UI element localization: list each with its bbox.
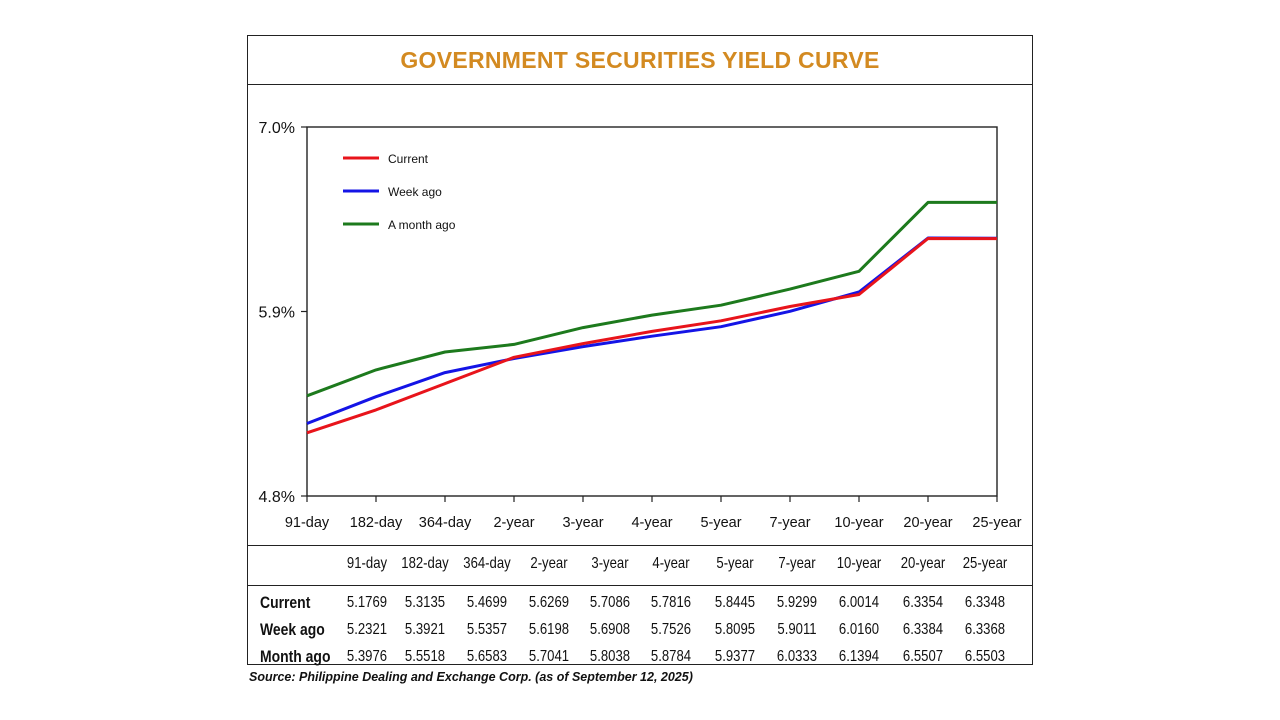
table-cell: 5.3921: [404, 621, 446, 638]
table-cell: 5.9011: [777, 621, 817, 638]
x-tick-label: 10-year: [834, 515, 883, 531]
x-tick-label: 20-year: [903, 515, 952, 531]
table-cell: 5.6583: [466, 648, 508, 665]
table-cell: 6.5503: [964, 648, 1006, 665]
title-bar: GOVERNMENT SECURITIES YIELD CURVE: [248, 36, 1032, 85]
table-header-cell: 182-day: [401, 555, 449, 572]
y-tick-label: 7.0%: [259, 120, 295, 137]
x-tick-label: 364-day: [419, 515, 472, 531]
table-header-cell: 4-year: [652, 555, 690, 572]
legend-label-week-ago: Week ago: [388, 185, 442, 199]
table-cell: 5.8095: [714, 621, 756, 638]
yield-curve-chart: 7.0% 5.9% 4.8% 91-day 182-day 364-day 2-year 3-…: [259, 120, 1022, 531]
table-cell: 5.6269: [528, 594, 570, 611]
x-tick-label: 2-year: [493, 515, 534, 531]
chart-frame: GOVERNMENT SECURITIES YIELD CURVE 7.0% 5.…: [247, 35, 1033, 666]
table-header-row: 91-day 182-day 364-day 2-year 3-year 4-year 5-…: [248, 551, 1032, 577]
table-divider: [248, 585, 1032, 586]
legend-label-current: Current: [388, 152, 429, 166]
table-cell: 6.3348: [964, 594, 1006, 611]
y-tick-label: 5.9%: [259, 305, 295, 322]
table-cell: 5.1769: [346, 594, 388, 611]
table-header-cell: 7-year: [778, 555, 816, 572]
table-cell: 5.8038: [589, 648, 631, 665]
table-cell: 5.5518: [404, 648, 446, 665]
table-cell: 5.6198: [528, 621, 570, 638]
table-cell: 5.3135: [404, 594, 446, 611]
legend-label-a-month-ago: A month ago: [388, 218, 456, 232]
table-cell: 5.2321: [346, 621, 388, 638]
table-cell: 5.7816: [650, 594, 692, 611]
yield-table: 91-day 182-day 364-day 2-year 3-year 4-year 5-…: [248, 545, 1032, 666]
table-row-label: Week ago: [260, 620, 325, 639]
source-note: Source: Philippine Dealing and Exchange …: [249, 670, 693, 684]
series-line-current: [306, 237, 998, 435]
table-cell: 6.0160: [838, 621, 880, 638]
table-cell: 6.1394: [838, 648, 880, 665]
table-row-month-ago: Month ago 5.3976 5.5518 5.6583 5.7041 5.8038 5…: [248, 644, 1032, 670]
table-cell: 6.0014: [838, 594, 880, 611]
table-cell: 5.9299: [776, 594, 818, 611]
table-header-cell: 3-year: [591, 555, 629, 572]
plot-area: [306, 126, 998, 497]
table-cell: 5.3976: [346, 648, 388, 665]
table-cell: 5.4699: [466, 594, 508, 611]
table-cell: 6.3368: [964, 621, 1006, 638]
table-header-cell: 2-year: [530, 555, 568, 572]
table-row-current: Current 5.1769 5.3135 5.4699 5.6269 5.7086 5.7…: [248, 590, 1032, 616]
x-tick-label: 3-year: [562, 515, 603, 531]
x-tick-label: 91-day: [285, 515, 330, 531]
table-cell: 6.3354: [902, 594, 944, 611]
table-header-cell: 20-year: [900, 555, 946, 572]
table-cell: 5.7526: [650, 621, 692, 638]
table-header-cell: 25-year: [962, 555, 1008, 572]
table-header-cell: 364-day: [463, 555, 511, 572]
table-cell: 5.7086: [589, 594, 631, 611]
x-tick-label: 7-year: [769, 515, 810, 531]
table-cell: 5.9377: [714, 648, 756, 665]
table-cell: 6.0333: [776, 648, 818, 665]
table-row-week-ago: Week ago 5.2321 5.3921 5.5357 5.6198 5.6908 5.…: [248, 617, 1032, 643]
x-tick-label: 5-year: [700, 515, 741, 531]
table-header-cell: 91-day: [346, 555, 388, 572]
x-tick-label: 25-year: [972, 515, 1021, 531]
table-header-cell: 5-year: [716, 555, 754, 572]
table-cell: 6.3384: [902, 621, 944, 638]
table-row-label: Current: [260, 593, 311, 612]
table-cell: 5.5357: [466, 621, 508, 638]
table-cell: 5.6908: [589, 621, 631, 638]
table-cell: 6.5507: [902, 648, 944, 665]
x-tick-label: 182-day: [350, 515, 403, 531]
x-tick-label: 4-year: [631, 515, 672, 531]
y-tick-label: 4.8%: [259, 489, 295, 506]
table-header-cell: 10-year: [836, 555, 882, 572]
series-line-a-month-ago: [306, 200, 997, 398]
table-cell: 5.8445: [714, 594, 756, 611]
table-cell: 5.8784: [650, 648, 692, 665]
chart-title: GOVERNMENT SECURITIES YIELD CURVE: [400, 46, 880, 73]
table-cell: 5.7041: [528, 648, 570, 665]
table-row-label: Month ago: [260, 647, 331, 666]
